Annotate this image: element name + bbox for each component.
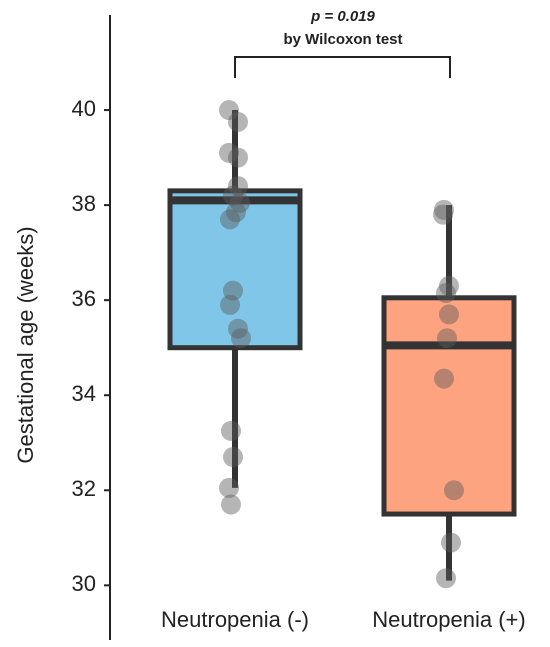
box: [167, 188, 303, 351]
y-tick-label: 36: [72, 286, 96, 311]
data-point: [220, 209, 240, 230]
y-tick-label: 34: [72, 381, 96, 406]
data-point: [219, 477, 239, 498]
data-point: [441, 532, 461, 553]
data-point: [228, 147, 248, 168]
data-point: [434, 199, 454, 220]
data-point: [228, 318, 248, 339]
data-point: [444, 480, 464, 501]
data-point: [437, 328, 457, 349]
x-tick-label: Neutropenia (-): [161, 607, 309, 632]
p-value: p = 0.019: [310, 8, 375, 25]
y-tick-label: 30: [72, 571, 96, 596]
data-point: [231, 328, 251, 349]
data-point: [221, 420, 241, 441]
data-point: [433, 204, 453, 225]
data-point: [223, 280, 243, 301]
data-point: [436, 568, 456, 589]
significance-bracket: [234, 56, 451, 78]
data-point: [223, 447, 243, 468]
y-axis-label: Gestational age (weeks): [13, 226, 38, 463]
data-point: [219, 142, 239, 163]
data-point: [228, 111, 248, 132]
box: [381, 295, 517, 517]
data-point: [436, 283, 456, 304]
y-tick-label: 38: [72, 191, 96, 216]
data-point: [221, 494, 241, 515]
data-point: [434, 368, 454, 389]
y-tick-label: 32: [72, 476, 96, 501]
x-tick-label: Neutropenia (+): [372, 607, 525, 632]
data-point: [223, 185, 243, 206]
test-name: by Wilcoxon test: [283, 31, 402, 48]
data-point: [220, 294, 240, 315]
data-point: [439, 304, 459, 325]
data-point: [230, 192, 250, 213]
data-point: [219, 100, 239, 121]
y-tick-label: 40: [72, 96, 96, 121]
data-point: [439, 275, 459, 296]
data-point: [228, 176, 248, 197]
data-point: [226, 202, 246, 223]
